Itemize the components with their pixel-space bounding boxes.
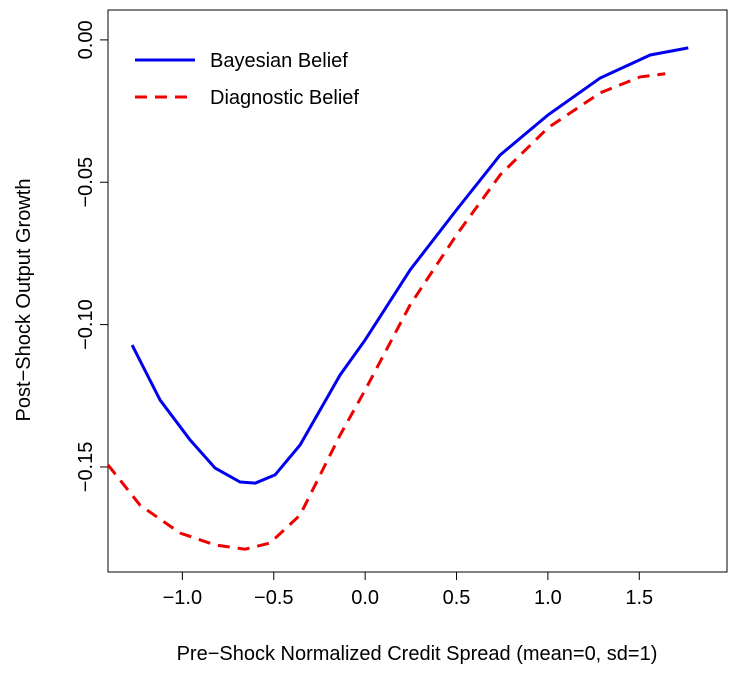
y-axis-label: Post−Shock Output Growth [13, 179, 35, 422]
y-tick-label: −0.10 [75, 299, 97, 350]
plot-frame [107, 9, 728, 573]
line-series [130, 46, 689, 485]
y-tick-label: −0.15 [75, 442, 97, 493]
legend-label: Bayesian Belief [210, 50, 348, 72]
x-tick-label: −0.5 [254, 587, 293, 609]
x-tick-label: −1.0 [163, 587, 202, 609]
y-tick-label: −0.05 [75, 157, 97, 208]
x-axis-label: Pre−Shock Normalized Credit Spread (mean… [177, 643, 658, 665]
x-tick-label: 1.0 [534, 587, 562, 609]
x-tick-label: 0.0 [351, 587, 379, 609]
legend-label: Diagnostic Belief [210, 87, 359, 109]
x-tick-label: 1.5 [625, 587, 653, 609]
y-tick-label: 0.00 [75, 20, 97, 59]
line-series [106, 72, 666, 551]
x-tick-label: 0.5 [443, 587, 471, 609]
